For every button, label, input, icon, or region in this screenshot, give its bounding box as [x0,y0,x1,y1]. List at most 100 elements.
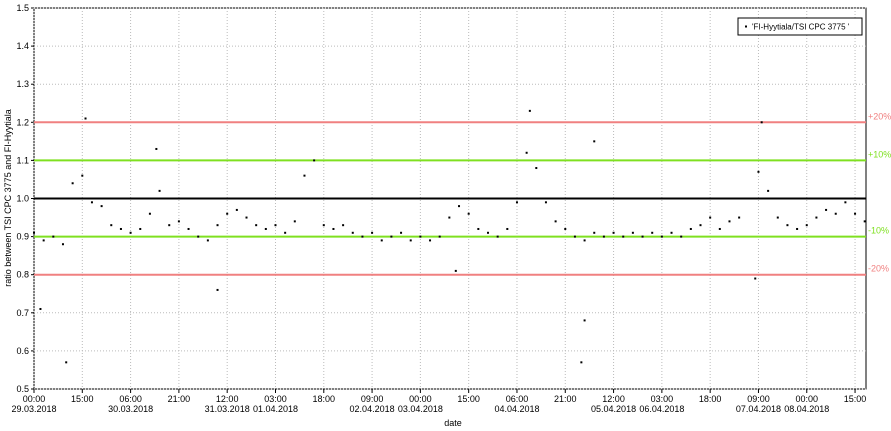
point [168,224,171,227]
point [593,231,596,234]
point [796,227,799,230]
point [187,227,190,230]
x-tick-label: 00:00 [795,394,818,404]
point [409,239,412,242]
point [255,224,258,227]
point [361,235,364,238]
point [226,212,229,215]
x-tick-date-label: 05.04.2018 [591,404,636,414]
point [612,231,615,234]
point [728,220,731,223]
point [419,235,422,238]
point [815,216,818,219]
point [583,239,586,242]
y-tick-label: 1.0 [16,194,29,204]
x-tick-label: 12:00 [602,394,625,404]
x-tick-label: 00:00 [409,394,432,404]
x-tick-label: 06:00 [119,394,142,404]
point [554,220,557,223]
x-tick-date-label: 06.04.2018 [639,404,684,414]
point [776,216,779,219]
point [90,201,93,204]
point [206,239,209,242]
point [342,224,345,227]
point [119,227,122,230]
reference-label: +10% [868,149,891,159]
x-tick-date-label: 29.03.2018 [11,404,56,414]
y-tick-label: 0.6 [16,346,29,356]
point [390,235,393,238]
x-tick-date-label: 30.03.2018 [108,404,153,414]
reference-label: -20% [868,264,889,274]
point [786,224,789,227]
point [61,243,64,246]
point [760,121,763,124]
point [100,205,103,208]
point [380,239,383,242]
x-tick-label: 21:00 [168,394,191,404]
x-tick-date-label: 04.04.2018 [494,404,539,414]
x-tick-label: 03:00 [651,394,674,404]
point [129,231,132,234]
x-tick-label: 15:00 [844,394,867,404]
point [158,189,161,192]
legend-box [737,17,863,36]
point [805,224,808,227]
point [177,220,180,223]
y-tick-label: 0.8 [16,270,29,280]
point [863,220,866,223]
point [583,319,586,322]
point [332,227,335,230]
point [84,117,87,120]
point [110,224,113,227]
point [197,235,200,238]
x-tick-label: 03:00 [264,394,287,404]
y-tick-label: 1.5 [16,3,29,13]
point [515,201,518,204]
x-tick-label: 09:00 [747,394,770,404]
point [580,361,583,364]
y-tick-label: 0.9 [16,232,29,242]
x-tick-date-label: 31.03.2018 [205,404,250,414]
point [148,212,151,215]
point [486,231,489,234]
point [844,201,847,204]
point [593,140,596,143]
x-tick-date-label: 08.04.2018 [784,404,829,414]
point [718,227,721,230]
point [622,235,625,238]
point [525,151,528,154]
point [52,235,55,238]
x-tick-label: 09:00 [361,394,384,404]
x-tick-date-label: 03.04.2018 [398,404,443,414]
point [284,231,287,234]
y-tick-label: 1.2 [16,117,29,127]
x-tick-label: 12:00 [216,394,239,404]
point [303,174,306,177]
point [274,224,277,227]
point [458,205,461,208]
point [81,174,84,177]
point [528,109,531,112]
point [371,231,374,234]
x-tick-label: 00:00 [23,394,46,404]
point [854,212,857,215]
y-tick-label: 1.3 [16,79,29,89]
point [65,361,68,364]
point [429,239,432,242]
point [670,231,673,234]
point [767,189,770,192]
point [139,227,142,230]
point [602,235,605,238]
x-axis-label: date [444,418,462,428]
y-tick-label: 1.1 [16,155,29,165]
x-tick-date-label: 07.04.2018 [736,404,781,414]
point [313,159,316,162]
point [235,208,238,211]
point [448,216,451,219]
point [322,224,325,227]
point [689,227,692,230]
point [757,170,760,173]
y-tick-label: 0.5 [16,384,29,394]
